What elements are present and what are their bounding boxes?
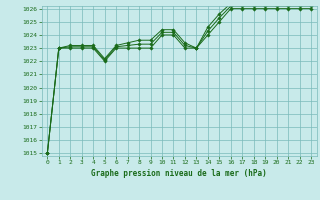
X-axis label: Graphe pression niveau de la mer (hPa): Graphe pression niveau de la mer (hPa) <box>91 169 267 178</box>
